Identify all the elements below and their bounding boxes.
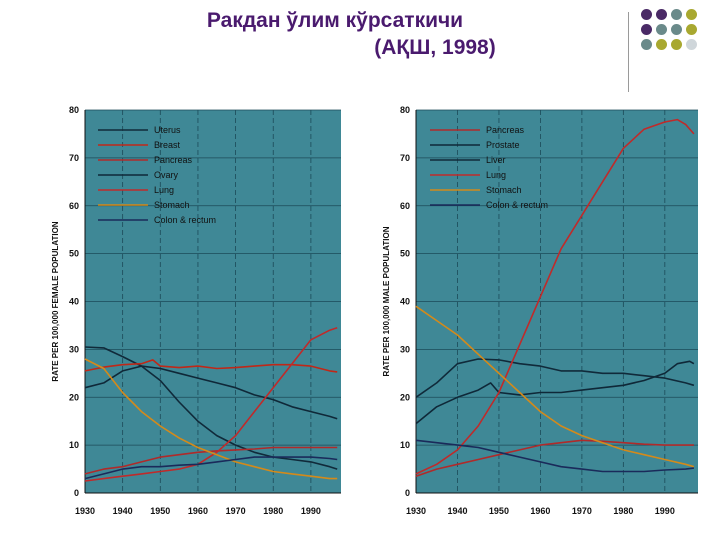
x-tick-label: 1960	[530, 506, 550, 516]
y-tick-label: 40	[69, 297, 79, 307]
x-tick-label: 1970	[572, 506, 592, 516]
y-tick-label: 20	[69, 392, 79, 402]
y-tick-label: 60	[69, 201, 79, 211]
x-tick-label: 1960	[188, 506, 208, 516]
series-line-colon-rectum	[84, 456, 338, 480]
decor-dot	[656, 9, 667, 20]
legend-label: Prostate	[486, 140, 520, 150]
legend: Uterus Breast Pancreas Ovary Lung Stomach Colo…	[98, 125, 216, 225]
decor-dot	[686, 39, 697, 50]
series-line-pancreas	[84, 446, 338, 475]
series-line-ovary	[84, 365, 338, 420]
x-tick-label: 1940	[447, 506, 467, 516]
y-tick-label: 30	[400, 344, 410, 354]
y-tick-label: 10	[400, 440, 410, 450]
decor-dot	[671, 24, 682, 35]
decor-dot	[686, 9, 697, 20]
legend-label: Liver	[486, 155, 506, 165]
x-tick-label: 1970	[226, 506, 246, 516]
y-tick-label: 40	[400, 297, 410, 307]
series-line-stomach	[84, 358, 338, 480]
x-tick-label: 1940	[113, 506, 133, 516]
chart-panel-1: 0 10 20 30 40 50 60 70 80 1930 1940 1950 1960 1970 198…	[51, 105, 341, 516]
y-axis-label: RATE PER 100,000 MALE POPULATION	[382, 226, 391, 376]
legend-label: Lung	[486, 170, 506, 180]
legend: Pancreas Prostate Liver Lung Stomach Colon & …	[430, 125, 548, 210]
y-tick-label: 60	[400, 201, 410, 211]
legend-label: Lung	[154, 185, 174, 195]
title-line-1: Ракдан ўлим кўрсаткичи	[206, 9, 464, 32]
x-tick-label: 1930	[406, 506, 426, 516]
decor-dot	[671, 9, 682, 20]
x-tick-label: 1980	[613, 506, 633, 516]
chart-panel-2: 0 10 20 30 40 50 60 70 80 1930 1940 1950 1960 1970 198…	[382, 105, 698, 516]
series-line-lung	[415, 118, 695, 475]
decor-dot	[656, 24, 667, 35]
series-line-prostate	[415, 360, 695, 425]
y-tick-label: 0	[74, 488, 79, 498]
legend-label: Pancreas	[486, 125, 525, 135]
x-tick-label: 1990	[655, 506, 675, 516]
y-tick-label: 0	[405, 488, 410, 498]
y-tick-label: 70	[400, 153, 410, 163]
y-tick-label: 70	[69, 153, 79, 163]
series-line-stomach	[415, 305, 695, 468]
decor-dot	[641, 24, 652, 35]
legend-label: Breast	[154, 140, 181, 150]
x-tick-label: 1980	[263, 506, 283, 516]
legend-label: Stomach	[486, 185, 522, 195]
slide-title: Ракдан ўлим кўрсаткичи (АҚШ, 1998)	[150, 8, 600, 62]
y-tick-label: 80	[400, 105, 410, 115]
x-tick-label: 1990	[301, 506, 321, 516]
legend-label: Colon & rectum	[154, 215, 216, 225]
y-tick-label: 80	[69, 105, 79, 115]
series-line-uterus	[84, 346, 338, 470]
series-line-colon-rectum	[415, 439, 694, 473]
decor-dot	[656, 39, 667, 50]
series-line-liver	[415, 358, 695, 398]
y-tick-label: 30	[69, 344, 79, 354]
decor-dot	[641, 9, 652, 20]
x-tick-label: 1950	[150, 506, 170, 516]
title-line-2: (АҚШ, 1998)	[374, 36, 496, 59]
y-tick-label: 20	[400, 392, 410, 402]
y-tick-label: 50	[400, 249, 410, 259]
y-tick-label: 50	[69, 249, 79, 259]
decor-dot	[641, 39, 652, 50]
decor-dot	[686, 24, 697, 35]
x-tick-label: 1950	[489, 506, 509, 516]
legend-label: Uterus	[154, 125, 181, 135]
series-line-lung	[84, 327, 338, 482]
series-line-breast	[84, 359, 338, 373]
legend-label: Ovary	[154, 170, 179, 180]
y-tick-label: 10	[69, 440, 79, 450]
y-axis-label: RATE PER 100,000 FEMALE POPULATION	[51, 221, 60, 381]
legend-label: Stomach	[154, 200, 190, 210]
legend-label: Pancreas	[154, 155, 193, 165]
series-line-pancreas	[415, 439, 694, 477]
legend-label: Colon & rectum	[486, 200, 548, 210]
decor-divider	[628, 12, 629, 92]
x-tick-label: 1930	[75, 506, 95, 516]
decor-dot	[671, 39, 682, 50]
